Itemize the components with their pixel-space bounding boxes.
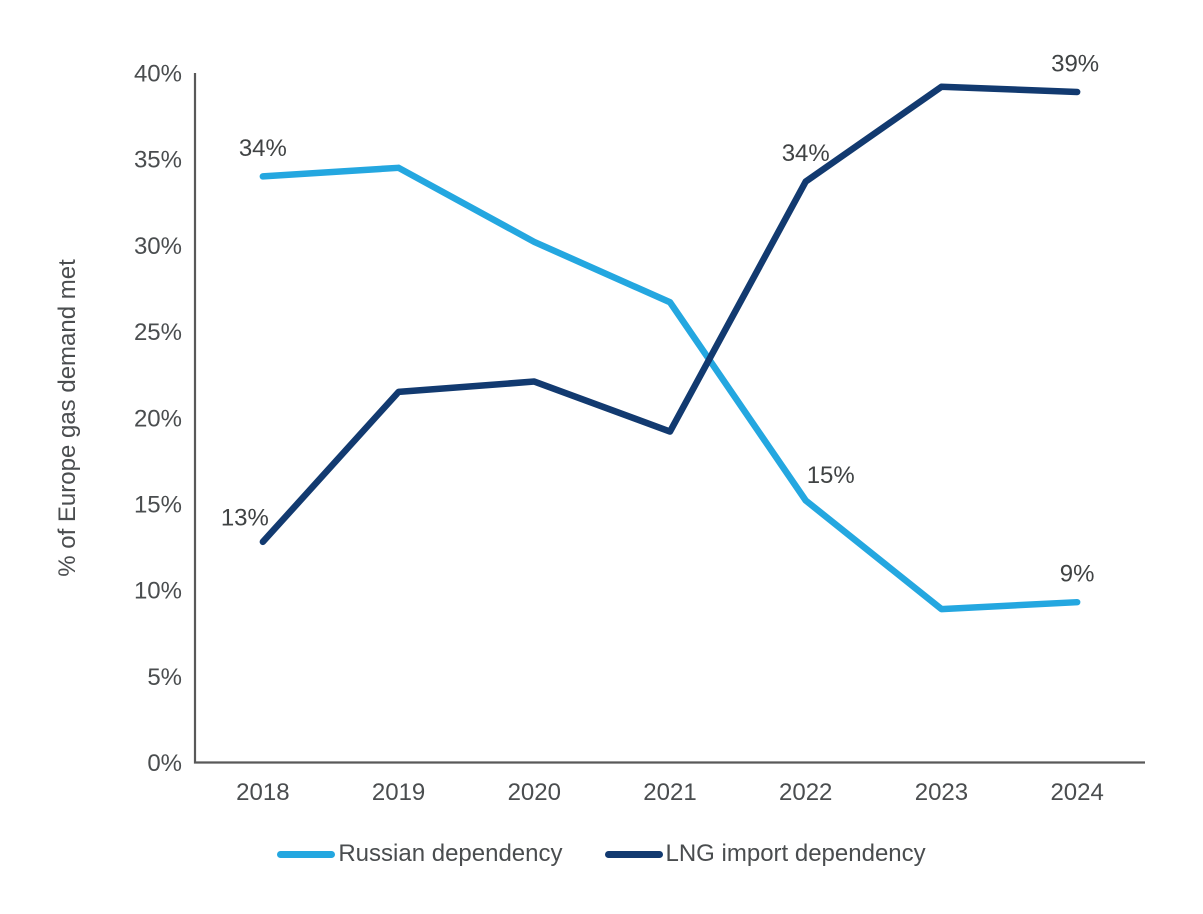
chart-legend: Russian dependency LNG import dependency bbox=[0, 840, 1203, 868]
series-line-lng-import-dependency bbox=[259, 83, 1081, 546]
x-tick-label: 2023 bbox=[915, 779, 968, 806]
data-label-lng-import-dependency: 13% bbox=[221, 504, 269, 531]
y-tick-label: 0% bbox=[147, 750, 182, 777]
x-tick-label: 2024 bbox=[1050, 779, 1103, 806]
legend-label-russian-dependency: Russian dependency bbox=[338, 840, 563, 867]
x-tick-label: 2020 bbox=[508, 779, 561, 806]
y-axis-title: % of Europe gas demand met bbox=[54, 259, 81, 577]
data-label-lng-import-dependency: 34% bbox=[782, 140, 830, 167]
y-tick-label: 35% bbox=[134, 147, 182, 174]
y-tick-label: 25% bbox=[134, 319, 182, 346]
y-tick-label: 20% bbox=[134, 405, 182, 432]
legend-label-lng-import-dependency: LNG import dependency bbox=[665, 840, 926, 867]
data-label-russian-dependency: 9% bbox=[1060, 561, 1095, 588]
y-tick-label: 5% bbox=[147, 664, 182, 691]
x-tick-label: 2019 bbox=[372, 779, 425, 806]
data-label-lng-import-dependency: 39% bbox=[1051, 50, 1099, 77]
legend-item-russian-dependency: Russian dependency bbox=[277, 840, 563, 868]
legend-swatch-russian-dependency bbox=[277, 850, 336, 858]
legend-item-lng-import-dependency: LNG import dependency bbox=[604, 840, 926, 868]
series-line-russian-dependency bbox=[259, 164, 1081, 613]
x-tick-label: 2021 bbox=[643, 779, 696, 806]
data-label-russian-dependency: 34% bbox=[239, 135, 287, 162]
y-tick-label: 30% bbox=[134, 233, 182, 260]
x-tick-label: 2018 bbox=[236, 779, 289, 806]
legend-swatch-lng-import-dependency bbox=[604, 850, 663, 858]
y-tick-label: 10% bbox=[134, 578, 182, 605]
y-tick-label: 15% bbox=[134, 491, 182, 518]
y-tick-label: 40% bbox=[134, 61, 182, 88]
axis-lines bbox=[193, 73, 1145, 764]
x-tick-label: 2022 bbox=[779, 779, 832, 806]
data-label-russian-dependency: 15% bbox=[807, 462, 855, 489]
